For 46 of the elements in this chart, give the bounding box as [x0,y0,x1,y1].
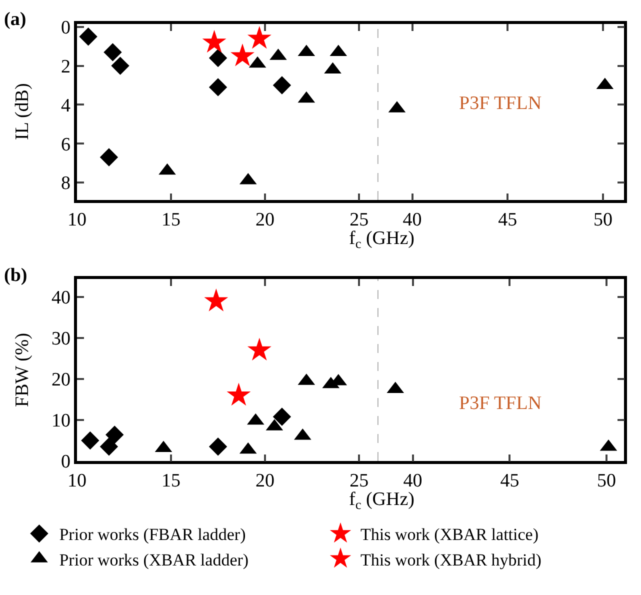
point [204,288,228,312]
x-tick-label: 45 [498,210,518,231]
y-tick-label: 0 [60,452,70,473]
x-tick-label: 25 [350,470,369,492]
y-axis-title: IL (dB) [12,83,33,140]
x-tick-label: 15 [162,470,181,492]
annotation: P3F TFLN [459,93,542,114]
chart-title: (b) [4,265,28,286]
legend-label: This work (XBAR hybrid) [360,550,542,570]
x-tick-label: 25 [350,210,369,231]
point [247,338,272,361]
chart-title: (a) [4,9,26,30]
point [226,382,251,406]
point [79,28,98,46]
x-tick-label: 45 [500,470,520,492]
x-tick-label: 15 [162,210,181,231]
y-axis-title: FBW (%) [12,332,33,407]
y-tick-label: 10 [51,410,70,432]
y-tick-label: 6 [60,134,70,156]
y-tick-label: 4 [60,95,71,116]
point [208,78,228,96]
point [208,48,228,68]
y-tick-label: 40 [51,288,70,309]
y-tick-label: 0 [60,18,70,39]
legend-label: Prior works (FBAR ladder) [59,525,246,544]
x-axis-title: f$_{c}$ (GHz) [349,489,415,512]
point [202,30,226,53]
x-tick-label: 40 [403,470,422,492]
point [230,43,254,66]
x-tick-label: 20 [256,470,275,492]
legend-label: Prior works (XBAR ladder) [59,550,249,570]
legend-label: This work (XBAR lattice) [360,525,538,544]
point [272,76,292,94]
x-tick-label: 20 [256,210,275,231]
annotation: P3F TFLN [459,393,542,414]
x-tick-label: 50 [594,210,613,231]
point [104,43,122,62]
x-tick-label: 50 [597,470,616,492]
point [111,56,130,75]
y-tick-label: 2 [60,56,70,78]
x-tick-label: 40 [402,210,422,231]
y-tick-label: 8 [60,173,70,194]
point [247,26,272,49]
y-tick-label: 30 [51,328,70,350]
y-tick-label: 20 [51,370,70,391]
x-axis-title: f$_{c}$ (GHz) [349,228,415,251]
